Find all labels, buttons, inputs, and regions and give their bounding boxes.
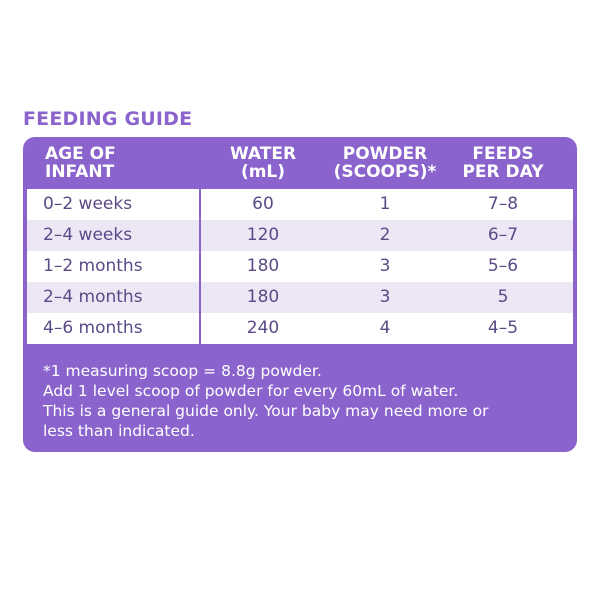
table-row: 0–2 weeks 60 1 7–8 (27, 189, 573, 220)
header-feeds: FEEDS PER DAY (462, 144, 544, 182)
cell-age: 2–4 weeks (43, 225, 133, 245)
page-title: FEEDING GUIDE (23, 108, 193, 130)
table-row: 4–6 months 240 4 4–5 (27, 313, 573, 344)
footer-line: Add 1 level scoop of powder for every 60… (43, 382, 459, 400)
cell-age: 1–2 months (43, 256, 143, 276)
cell-age: 0–2 weeks (43, 194, 133, 214)
header-age: AGE OF INFANT (45, 144, 116, 182)
cell-powder: 4 (379, 318, 391, 338)
cell-water: 120 (246, 225, 280, 245)
footer-notes: *1 measuring scoop = 8.8g powder. Add 1 … (43, 361, 563, 441)
cell-water: 60 (252, 194, 274, 214)
footer-line: less than indicated. (43, 422, 195, 440)
table-body: 0–2 weeks 60 1 7–8 2–4 weeks 120 2 6–7 1… (27, 189, 573, 344)
cell-water: 240 (246, 318, 280, 338)
cell-feeds: 5 (497, 287, 509, 307)
feeding-guide-card: AGE OF INFANT WATER (mL) POWDER (SCOOPS)… (23, 137, 577, 452)
cell-feeds: 5–6 (487, 256, 519, 276)
cell-feeds: 4–5 (487, 318, 519, 338)
table-row: 2–4 weeks 120 2 6–7 (27, 220, 573, 251)
footer-line: This is a general guide only. Your baby … (43, 402, 489, 420)
cell-water: 180 (246, 287, 280, 307)
cell-powder: 1 (379, 194, 391, 214)
cell-feeds: 6–7 (487, 225, 519, 245)
header-water: WATER (mL) (229, 144, 297, 182)
cell-powder: 3 (379, 287, 391, 307)
cell-powder: 2 (379, 225, 391, 245)
cell-feeds: 7–8 (487, 194, 519, 214)
table-row: 2–4 months 180 3 5 (27, 282, 573, 313)
cell-powder: 3 (379, 256, 391, 276)
header-powder: POWDER (SCOOPS)* (333, 144, 437, 182)
footer-line: *1 measuring scoop = 8.8g powder. (43, 362, 322, 380)
column-divider (199, 189, 201, 344)
cell-age: 4–6 months (43, 318, 143, 338)
cell-water: 180 (246, 256, 280, 276)
table-row: 1–2 months 180 3 5–6 (27, 251, 573, 282)
cell-age: 2–4 months (43, 287, 143, 307)
table-header: AGE OF INFANT WATER (mL) POWDER (SCOOPS)… (23, 137, 577, 189)
